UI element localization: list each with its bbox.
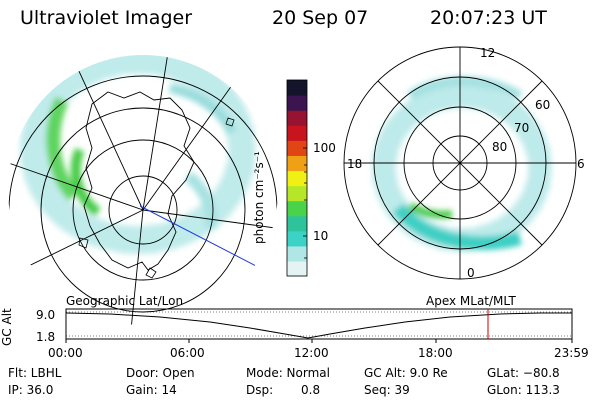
colorbar-swatch [287, 95, 307, 111]
altitude-ylabel: GC Alt [0, 308, 14, 346]
glat-info: GLat: −80.8 [487, 366, 560, 380]
altitude-ytick-low: 1.8 [36, 330, 56, 344]
mlt-label-dusk: 18 [347, 157, 363, 171]
coastline-islands [78, 117, 235, 279]
mlat-label-70: 70 [514, 121, 530, 135]
altitude-xtick-0600: 06:00 [170, 346, 205, 360]
mlat-label-60: 60 [535, 98, 551, 112]
altitude-xtick-1200: 12:00 [294, 346, 329, 360]
colorbar-swatch [287, 155, 307, 172]
altitude-plot [65, 308, 573, 343]
altitude-xtick-0000: 00:00 [48, 346, 83, 360]
colorbar-unit-label: photon cm⁻²s⁻¹ [252, 151, 266, 244]
colorbar-swatch [287, 200, 307, 217]
gc-alt-info: GC Alt: 9.0 Re [364, 366, 448, 380]
observation-date: 20 Sep 07 [272, 7, 369, 29]
dsp-label: Dsp: [246, 383, 274, 397]
mlt-label-midnight: 0 [467, 266, 475, 280]
altitude-xtick-2359: 23:59 [554, 346, 589, 360]
colorbar-swatch [287, 125, 307, 141]
seq-info: Seq: 39 [364, 383, 410, 397]
colorbar [286, 79, 308, 277]
glon-info: GLon: 113.3 [487, 383, 560, 397]
mlt-label-noon: 12 [480, 46, 496, 60]
satellite-ground-track [139, 205, 261, 269]
colorbar-swatch [287, 80, 307, 96]
colorbar-swatch [287, 230, 307, 247]
colorbar-swatch [287, 215, 307, 232]
ip-info: IP: 36.0 [8, 383, 54, 397]
gain-info: Gain: 14 [126, 383, 177, 397]
geographic-aurora-emission [19, 55, 257, 255]
coastline-antarctica [83, 91, 195, 271]
colorbar-swatch [287, 260, 307, 277]
geographic-panel-label: Geographic Lat/Lon [66, 294, 184, 308]
colorbar-swatch [287, 140, 307, 156]
colorbar-swatch [287, 245, 307, 262]
observation-time: 20:07:23 UT [430, 7, 547, 29]
mode-info: Mode: Normal [246, 366, 330, 380]
filter-info: Flt: LBHL [8, 366, 62, 380]
door-info: Door: Open [126, 366, 195, 380]
magnetic-panel-label: Apex MLat/MLT [426, 294, 516, 308]
colorbar-swatch [287, 110, 307, 126]
magnetic-image [343, 46, 577, 280]
instrument-title: Ultraviolet Imager [20, 7, 193, 29]
dsp-value: 0.8 [301, 383, 321, 397]
colorbar-swatch [287, 185, 307, 202]
colorbar-tick-10: 10 [313, 229, 329, 243]
colorbar-tick-100: 100 [313, 141, 336, 155]
altitude-xtick-1800: 18:00 [418, 346, 453, 360]
magnetic-grid [343, 46, 577, 280]
mlat-label-80: 80 [492, 140, 508, 154]
colorbar-swatch [287, 170, 307, 187]
altitude-curve [65, 312, 572, 339]
altitude-ytick-high: 9.0 [36, 308, 56, 322]
mlt-label-dawn: 6 [577, 157, 585, 171]
